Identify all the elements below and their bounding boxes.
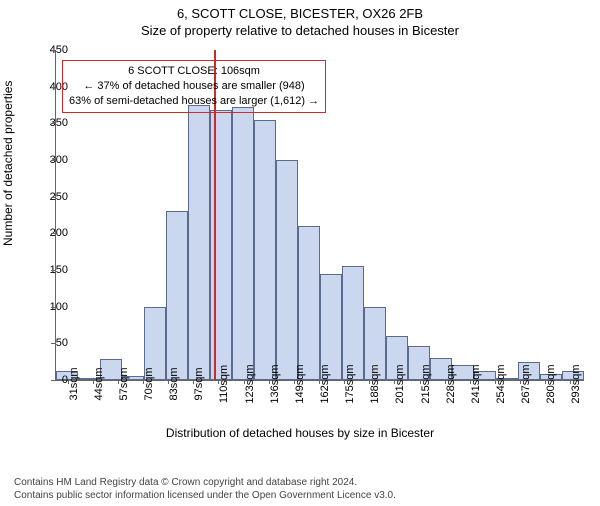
x-tick-label: 267sqm: [520, 364, 532, 403]
x-tick-label: 175sqm: [344, 364, 356, 403]
x-tick-label: 57sqm: [118, 367, 130, 400]
x-tick-label: 97sqm: [193, 367, 205, 400]
x-tick-label: 83sqm: [168, 367, 180, 400]
y-tick-mark: [51, 50, 55, 51]
y-tick-mark: [51, 197, 55, 198]
x-tick-label: 188sqm: [369, 364, 381, 403]
y-tick-mark: [51, 233, 55, 234]
x-tick-mark: [394, 380, 395, 384]
x-tick-label: 254sqm: [495, 364, 507, 403]
info-box-line3: 63% of semi-detached houses are larger (…: [69, 94, 319, 109]
x-tick-mark: [118, 380, 119, 384]
x-tick-label: 110sqm: [218, 365, 230, 403]
x-tick-mark: [68, 380, 69, 384]
y-tick-mark: [51, 87, 55, 88]
histogram-bar: [232, 107, 254, 380]
x-tick-label: 280sqm: [545, 364, 557, 403]
x-tick-label: 149sqm: [294, 364, 306, 403]
footer-attribution: Contains HM Land Registry data © Crown c…: [14, 476, 396, 502]
x-tick-mark: [168, 380, 169, 384]
y-tick-mark: [51, 343, 55, 344]
x-tick-label: 293sqm: [570, 364, 582, 403]
x-tick-label: 44sqm: [93, 367, 105, 400]
marker-info-box: 6 SCOTT CLOSE: 106sqm ← 37% of detached …: [62, 60, 326, 113]
x-tick-label: 123sqm: [244, 364, 256, 403]
y-tick-mark: [51, 380, 55, 381]
x-tick-mark: [193, 380, 194, 384]
histogram-bar: [166, 211, 188, 380]
x-tick-mark: [545, 380, 546, 384]
x-tick-label: 201sqm: [394, 364, 406, 403]
histogram-bar: [276, 160, 298, 380]
histogram-bar: [210, 110, 232, 380]
histogram-bar: [298, 226, 320, 380]
x-tick-mark: [369, 380, 370, 384]
x-tick-label: 162sqm: [319, 364, 331, 403]
histogram-bar: [342, 266, 364, 380]
x-axis-label: Distribution of detached houses by size …: [0, 426, 600, 440]
x-tick-mark: [445, 380, 446, 384]
x-tick-label: 31sqm: [68, 367, 80, 400]
y-tick-mark: [51, 123, 55, 124]
x-tick-mark: [143, 380, 144, 384]
x-tick-label: 241sqm: [470, 364, 482, 403]
chart-container: Number of detached properties 0501001502…: [0, 46, 600, 446]
info-box-line1: 6 SCOTT CLOSE: 106sqm: [69, 64, 319, 79]
x-tick-mark: [269, 380, 270, 384]
x-tick-mark: [520, 380, 521, 384]
y-tick-mark: [51, 307, 55, 308]
x-tick-mark: [570, 380, 571, 384]
x-tick-mark: [344, 380, 345, 384]
y-tick-mark: [51, 160, 55, 161]
x-tick-label: 215sqm: [420, 364, 432, 403]
histogram-bar: [254, 120, 276, 380]
histogram-bar: [188, 105, 210, 380]
footer-line2: Contains public sector information licen…: [14, 489, 396, 502]
header-subtitle: Size of property relative to detached ho…: [0, 23, 600, 38]
x-tick-mark: [470, 380, 471, 384]
x-tick-mark: [294, 380, 295, 384]
x-tick-mark: [244, 380, 245, 384]
x-tick-mark: [319, 380, 320, 384]
y-tick-mark: [51, 270, 55, 271]
x-tick-label: 228sqm: [445, 364, 457, 403]
y-axis-label: Number of detached properties: [1, 81, 15, 246]
x-tick-label: 136sqm: [269, 364, 281, 403]
x-tick-label: 70sqm: [143, 367, 155, 400]
x-tick-mark: [420, 380, 421, 384]
x-tick-mark: [218, 380, 219, 384]
info-box-line2: ← 37% of detached houses are smaller (94…: [69, 79, 319, 94]
header-address: 6, SCOTT CLOSE, BICESTER, OX26 2FB: [0, 6, 600, 21]
x-tick-mark: [93, 380, 94, 384]
footer-line1: Contains HM Land Registry data © Crown c…: [14, 476, 396, 489]
x-tick-mark: [495, 380, 496, 384]
